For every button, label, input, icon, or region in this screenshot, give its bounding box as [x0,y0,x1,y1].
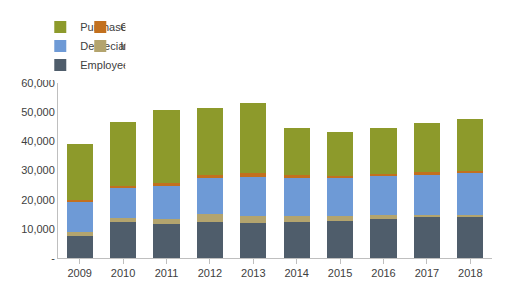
svg-text:2009: 2009 [67,267,91,279]
svg-text:50,000: 50,000 [21,106,55,118]
svg-text:2010: 2010 [111,267,135,279]
svg-text:2012: 2012 [198,267,222,279]
svg-text:2016: 2016 [371,267,395,279]
svg-text:Interest (debt servicing): Interest (debt servicing) [120,40,125,52]
svg-text:20,000: 20,000 [21,194,55,206]
svg-text:30,000: 30,000 [21,164,55,176]
svg-text:-: - [51,252,55,264]
svg-text:2013: 2013 [241,267,265,279]
svg-text:40,000: 40,000 [21,135,55,147]
svg-text:Grants and subsidies expenditu: Grants and subsidies expenditure [120,21,125,33]
svg-text:Depreciation and amortisation: Depreciation and amortisation [80,40,125,52]
svg-text:2018: 2018 [458,267,482,279]
svg-text:60,000: 60,000 [21,76,55,89]
svg-text:10,000: 10,000 [21,223,55,235]
svg-text:2014: 2014 [284,267,308,279]
svg-text:2011: 2011 [155,267,179,279]
svg-text:Employee costs: Employee costs [80,59,125,71]
svg-text:Purchases and other operating: Purchases and other operating costs [80,21,125,33]
svg-text:2015: 2015 [328,267,352,279]
svg-text:2017: 2017 [415,267,439,279]
